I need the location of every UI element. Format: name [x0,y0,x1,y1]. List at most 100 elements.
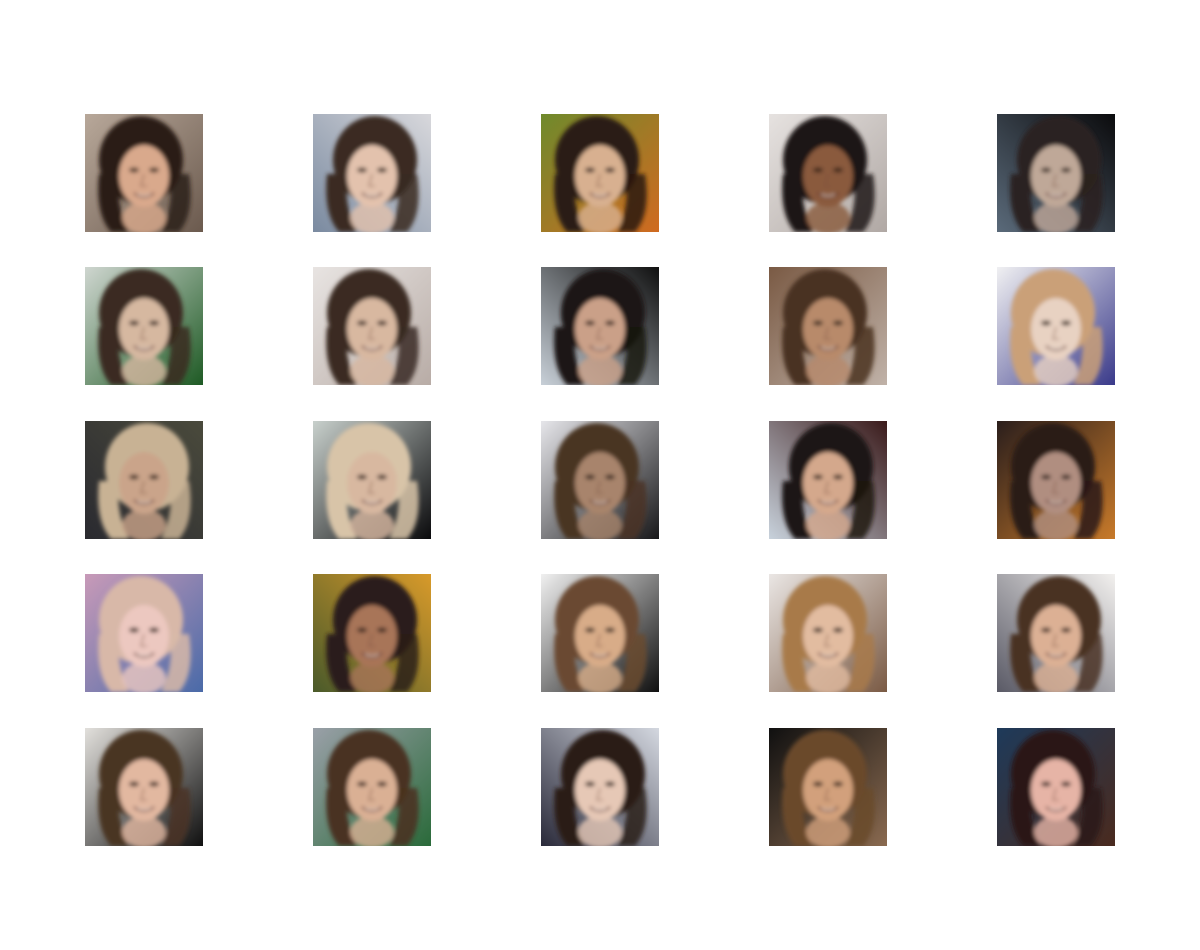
eye [357,167,367,173]
face-sample-1-3 [541,114,659,232]
teeth [820,346,836,350]
mouth [1045,345,1067,352]
eye [585,167,595,173]
hair-side [554,327,585,385]
mouth [133,806,155,813]
eye [1061,320,1071,326]
face-sample-image [769,114,887,232]
eye [1041,167,1051,173]
eye [833,167,843,173]
neck [806,816,850,846]
mouth [817,345,839,352]
nose [139,633,147,647]
eye [1061,167,1071,173]
teeth [136,193,152,197]
face-sample-image [769,421,887,539]
eye [129,627,139,633]
mouth [817,499,839,506]
face-sample-image [997,267,1115,385]
face-sample-5-2 [313,728,431,846]
face-sample-image [313,114,431,232]
nose [1051,326,1059,340]
nose [367,480,375,494]
nose [139,326,147,340]
hair-side [1010,327,1041,385]
eye [605,781,615,787]
face-sample-image [997,574,1115,692]
face-sample-4-4 [769,574,887,692]
eye [833,781,843,787]
mouth [817,652,839,659]
neck [122,816,166,846]
teeth [364,500,380,504]
teeth [1048,807,1064,811]
neck [1034,202,1078,232]
eye [833,474,843,480]
teeth [136,500,152,504]
eye [813,781,823,787]
neck [350,355,394,385]
hair-side [617,634,647,692]
eye [1061,627,1071,633]
teeth [592,346,608,350]
neck [122,202,166,232]
nose [139,173,147,187]
hair-side [326,327,357,385]
nose [823,633,831,647]
eye [129,474,139,480]
neck [1034,816,1078,846]
nose [823,173,831,187]
mouth [817,192,839,199]
face-sample-image [769,574,887,692]
mouth [133,345,155,352]
eye [585,474,595,480]
hair-side [1010,788,1041,846]
mouth [1045,806,1067,813]
hair-side [389,788,419,846]
eye [1041,474,1051,480]
hair-side [782,788,813,846]
neck [806,202,850,232]
face-sample-4-2 [313,574,431,692]
neck [1034,662,1078,692]
nose [367,326,375,340]
mouth [589,345,611,352]
nose [139,480,147,494]
neck [578,662,622,692]
eye [813,167,823,173]
teeth [820,653,836,657]
face-sample-3-2 [313,421,431,539]
hair-side [1073,788,1103,846]
face-sample-image [541,728,659,846]
eye [813,627,823,633]
eye [1061,474,1071,480]
eye [377,167,387,173]
teeth [1048,193,1064,197]
hair-side [845,327,875,385]
face-sample-5-4 [769,728,887,846]
mouth [589,806,611,813]
face-sample-2-5 [997,267,1115,385]
hair-side [1010,634,1041,692]
hair-side [617,174,647,232]
mouth [361,652,383,659]
face-sample-5-3 [541,728,659,846]
neck [806,662,850,692]
nose [595,787,603,801]
hair-side [389,634,419,692]
nose [823,326,831,340]
face-sample-5-1 [85,728,203,846]
teeth [820,500,836,504]
mouth [817,806,839,813]
eye [149,167,159,173]
teeth [364,807,380,811]
eye [129,781,139,787]
hair-side [617,788,647,846]
teeth [364,346,380,350]
hair-side [98,634,129,692]
hair-side [161,634,191,692]
face-sample-image [997,421,1115,539]
mouth [133,652,155,659]
mouth [1045,652,1067,659]
